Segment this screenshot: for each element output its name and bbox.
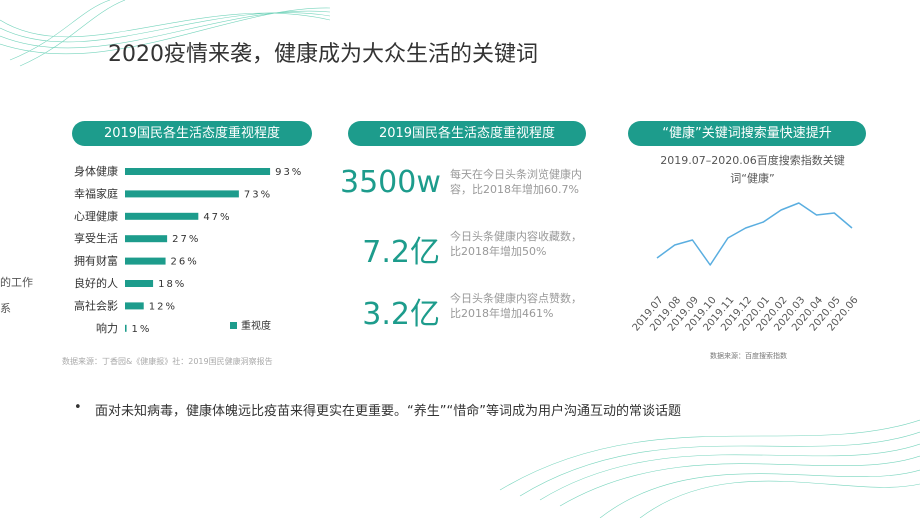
chart-title: 2019.07–2020.06百度搜索指数关键词“健康” <box>660 154 845 185</box>
value-label: 18% <box>158 279 186 290</box>
value-label: 26% <box>171 257 199 268</box>
line <box>656 202 853 266</box>
stat-text: 今日头条健康内容收藏数，比2018年增加50% <box>450 230 582 258</box>
bar <box>125 302 144 310</box>
value-label: 73% <box>244 189 272 200</box>
stat-value: 3.2亿 <box>362 297 440 332</box>
value-label: 27% <box>172 234 200 245</box>
category-label: 幸福家庭 <box>74 186 118 200</box>
line-chart: 2019.072019.082019.092019.102019.112019.… <box>631 202 861 334</box>
panel-heading: 2019国民各生活态度重视程度 <box>72 121 312 146</box>
stat-text: 今日头条健康内容点赞数，比2018年增加461% <box>450 292 582 320</box>
category-label: 响力 <box>96 322 118 335</box>
source: 数据来源：百度搜索指数 <box>710 352 787 360</box>
category-label: 拥有财富 <box>74 254 118 268</box>
legend-label: 重视度 <box>241 319 271 332</box>
category-label: 良好的人 <box>74 276 118 290</box>
panel-heading: “健康”关键词搜索量快速提升 <box>628 121 866 146</box>
bar <box>125 235 168 243</box>
bar <box>125 257 166 265</box>
bar <box>125 212 199 220</box>
bullet-dot: • <box>74 400 82 415</box>
bar <box>125 168 271 175</box>
category-label: 心理健康 <box>74 209 118 223</box>
value-label: 12% <box>149 301 177 312</box>
stat-value: 3500w <box>340 165 441 200</box>
category-label: 高社会影 <box>74 298 118 312</box>
bar <box>125 280 154 287</box>
slide-title: 2020疫情来袭，健康成为大众生活的关键词 <box>108 42 538 67</box>
bar-chart: 身体健康 93% 幸福家庭 73% 心理健康 47% 享受生活 27% 拥有财富 26% 良好的人 1… <box>74 164 303 335</box>
value-label: 1% <box>132 324 152 335</box>
category-label: 享受生活 <box>74 231 118 245</box>
category-label: 身体健康 <box>74 164 118 178</box>
cut-text: 系 <box>0 302 11 315</box>
panel-heading: 2019国民各生活态度重视程度 <box>348 121 586 146</box>
legend-swatch <box>230 322 237 329</box>
bar <box>125 324 127 332</box>
value-label: 93% <box>275 167 303 178</box>
source: 数据来源：丁香园&《健康报》社：2019国民健康洞察报告 <box>62 357 273 366</box>
stat-value: 7.2亿 <box>362 235 440 270</box>
cut-text: 的工作 <box>0 276 33 289</box>
stat-text: 每天在今日头条浏览健康内容，比2018年增加60.7% <box>450 168 582 196</box>
bar <box>125 190 239 198</box>
bullet-text: 面对未知病毒，健康体魄远比疫苗来得更实在更重要。“养生”“惜命”等词成为用户沟通… <box>95 404 681 419</box>
value-label: 47% <box>203 212 231 223</box>
